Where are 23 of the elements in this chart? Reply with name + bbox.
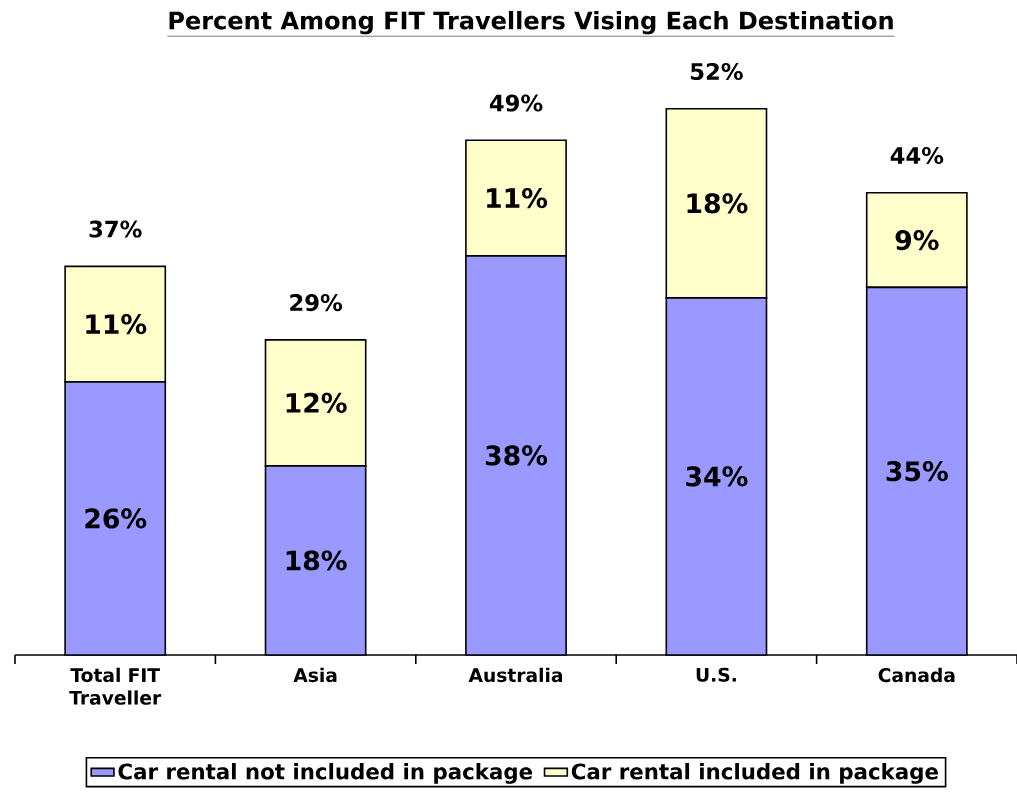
data-label: 18%	[687, 193, 748, 214]
total-label: 49%	[489, 94, 543, 112]
data-label: 12%	[286, 392, 347, 413]
chart-title: Percent Among FIT Travellers Vising Each Destination	[169, 10, 893, 35]
data-label: 35%	[886, 461, 948, 482]
total-label: 37%	[89, 220, 142, 238]
data-label: 34%	[686, 466, 748, 487]
legend-label: Car rental not included in package	[118, 763, 533, 784]
data-label: 38%	[485, 445, 548, 466]
x-tick-label: Australia	[468, 667, 563, 683]
data-label: 9%	[895, 230, 939, 251]
total-label: 52%	[691, 62, 743, 81]
x-tick-label: Total FIT Traveller	[69, 667, 162, 705]
legend-label: Car rental included in package	[571, 763, 938, 784]
data-label: 11%	[487, 187, 548, 209]
x-tick-label: Canada	[878, 667, 955, 683]
x-tick-label: U.S.	[696, 667, 736, 682]
data-label: 26%	[85, 508, 147, 529]
data-label: 18%	[286, 550, 347, 571]
total-label: 29%	[290, 294, 343, 312]
data-label: 11%	[86, 314, 147, 335]
x-tick-label: Asia	[293, 667, 337, 683]
total-label: 44%	[890, 146, 944, 165]
